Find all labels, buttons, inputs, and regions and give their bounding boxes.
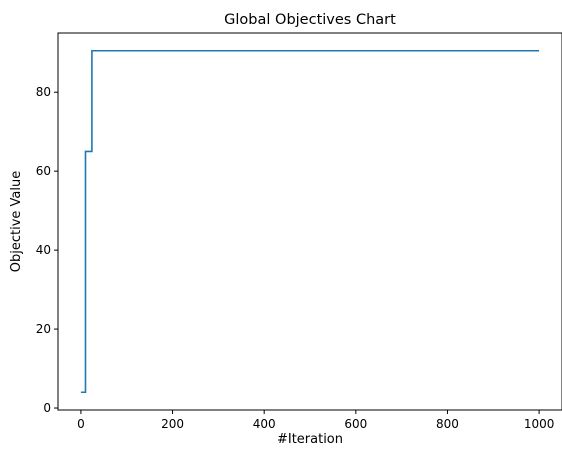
x-tick-label: 0: [77, 417, 85, 431]
x-tick-label: 1000: [524, 417, 555, 431]
series-line-0: [80, 49, 540, 394]
y-tick-label: 0: [43, 401, 51, 415]
chart-title: Global Objectives Chart: [224, 12, 396, 28]
x-tick-label: 600: [344, 417, 367, 431]
x-axis-ticks: 0 200 400 600 800 1000: [77, 410, 554, 431]
y-tick-label: 20: [36, 322, 51, 336]
y-tick-label: 80: [36, 85, 51, 99]
x-axis-label: #Iteration: [277, 432, 343, 447]
plot-area: [80, 49, 540, 394]
y-tick-label: 40: [36, 243, 51, 257]
y-axis-ticks: 0 20 40 60 80: [36, 85, 58, 415]
x-tick-label: 400: [253, 417, 276, 431]
y-tick-label: 60: [36, 164, 51, 178]
x-tick-label: 200: [161, 417, 184, 431]
plot-frame: [57, 32, 562, 411]
x-tick-label: 800: [436, 417, 459, 431]
y-axis-label: Objective Value: [9, 171, 24, 272]
